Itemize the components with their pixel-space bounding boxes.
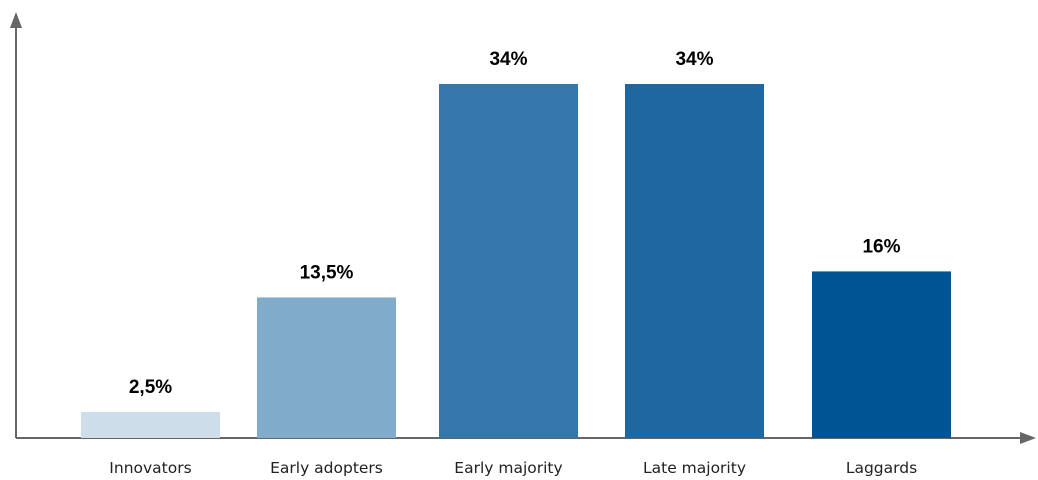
bar-early-adopters (257, 297, 396, 438)
x-axis-arrow-icon (1020, 432, 1036, 444)
category-label-late-majority: Late majority (643, 459, 746, 477)
value-labels: 2,5% 13,5% 34% 34% 16% (129, 49, 901, 398)
value-label-late-majority: 34% (675, 49, 713, 70)
value-label-early-adopters: 13,5% (300, 262, 354, 283)
category-label-early-majority: Early majority (454, 459, 562, 477)
y-axis-arrow-icon (10, 12, 22, 28)
category-label-early-adopters: Early adopters (270, 459, 383, 477)
value-label-laggards: 16% (862, 236, 900, 257)
bar-series (81, 84, 951, 438)
bar-innovators (81, 411, 220, 438)
category-labels: Innovators Early adopters Early majority La… (109, 459, 917, 477)
bar-early-majority (439, 84, 578, 438)
bar-late-majority (625, 84, 764, 438)
value-label-early-majority: 34% (489, 49, 527, 70)
bar-laggards (812, 271, 951, 438)
category-label-innovators: Innovators (109, 459, 191, 477)
value-label-innovators: 2,5% (129, 377, 172, 398)
category-label-laggards: Laggards (846, 459, 917, 477)
